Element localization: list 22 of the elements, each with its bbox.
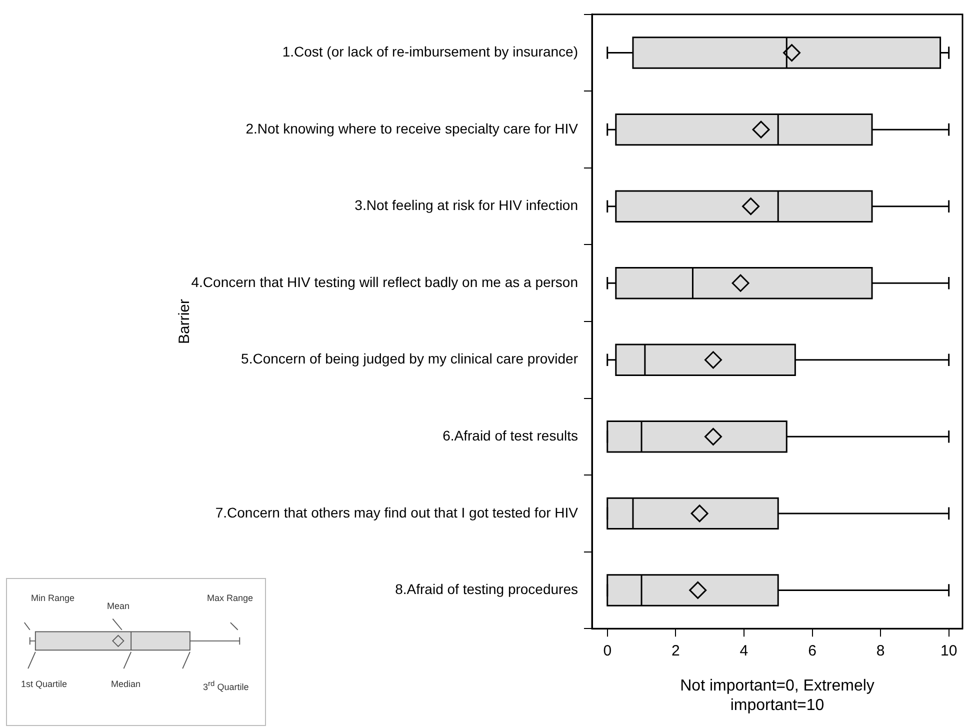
y-tick-label: 7.Concern that others may find out that I got tested for HIV <box>215 504 579 520</box>
x-tick-label: 8 <box>876 642 885 660</box>
x-tick-label: 2 <box>671 642 680 660</box>
y-tick-label: 4.Concern that HIV testing will reflect badly on me as a person <box>191 274 578 290</box>
text: 3$^{rd}$ Quartile <box>203 679 249 692</box>
y-axis-title: Barrier <box>176 298 194 344</box>
text: 1st Quartile <box>21 679 68 689</box>
text: Mean <box>107 601 130 611</box>
y-tick-label: 6.Afraid of test results <box>442 428 578 444</box>
text: Min Range <box>31 593 75 603</box>
x-tick-label: 10 <box>940 642 958 660</box>
x-tick-label: 6 <box>808 642 816 660</box>
x-tick-label: 0 <box>603 642 612 660</box>
x-tick-label: 4 <box>740 642 748 660</box>
x-axis-title: Not important=0, Extremely important=10 <box>680 678 874 714</box>
y-tick-label: 5.Concern of being judged by my clinical care provider <box>241 350 578 367</box>
text: Max Range <box>207 593 254 603</box>
y-tick-label: 2.Not knowing where to receive specialty care for HIV <box>246 120 579 136</box>
y-tick-label: 3.Not feeling at risk for HIV infection <box>354 197 578 214</box>
y-tick-label: 8.Afraid of testing procedures <box>395 581 578 598</box>
y-tick-label: 1.Cost (or lack of re-imbursement by insurance) <box>282 44 578 60</box>
text: Median <box>111 679 141 689</box>
